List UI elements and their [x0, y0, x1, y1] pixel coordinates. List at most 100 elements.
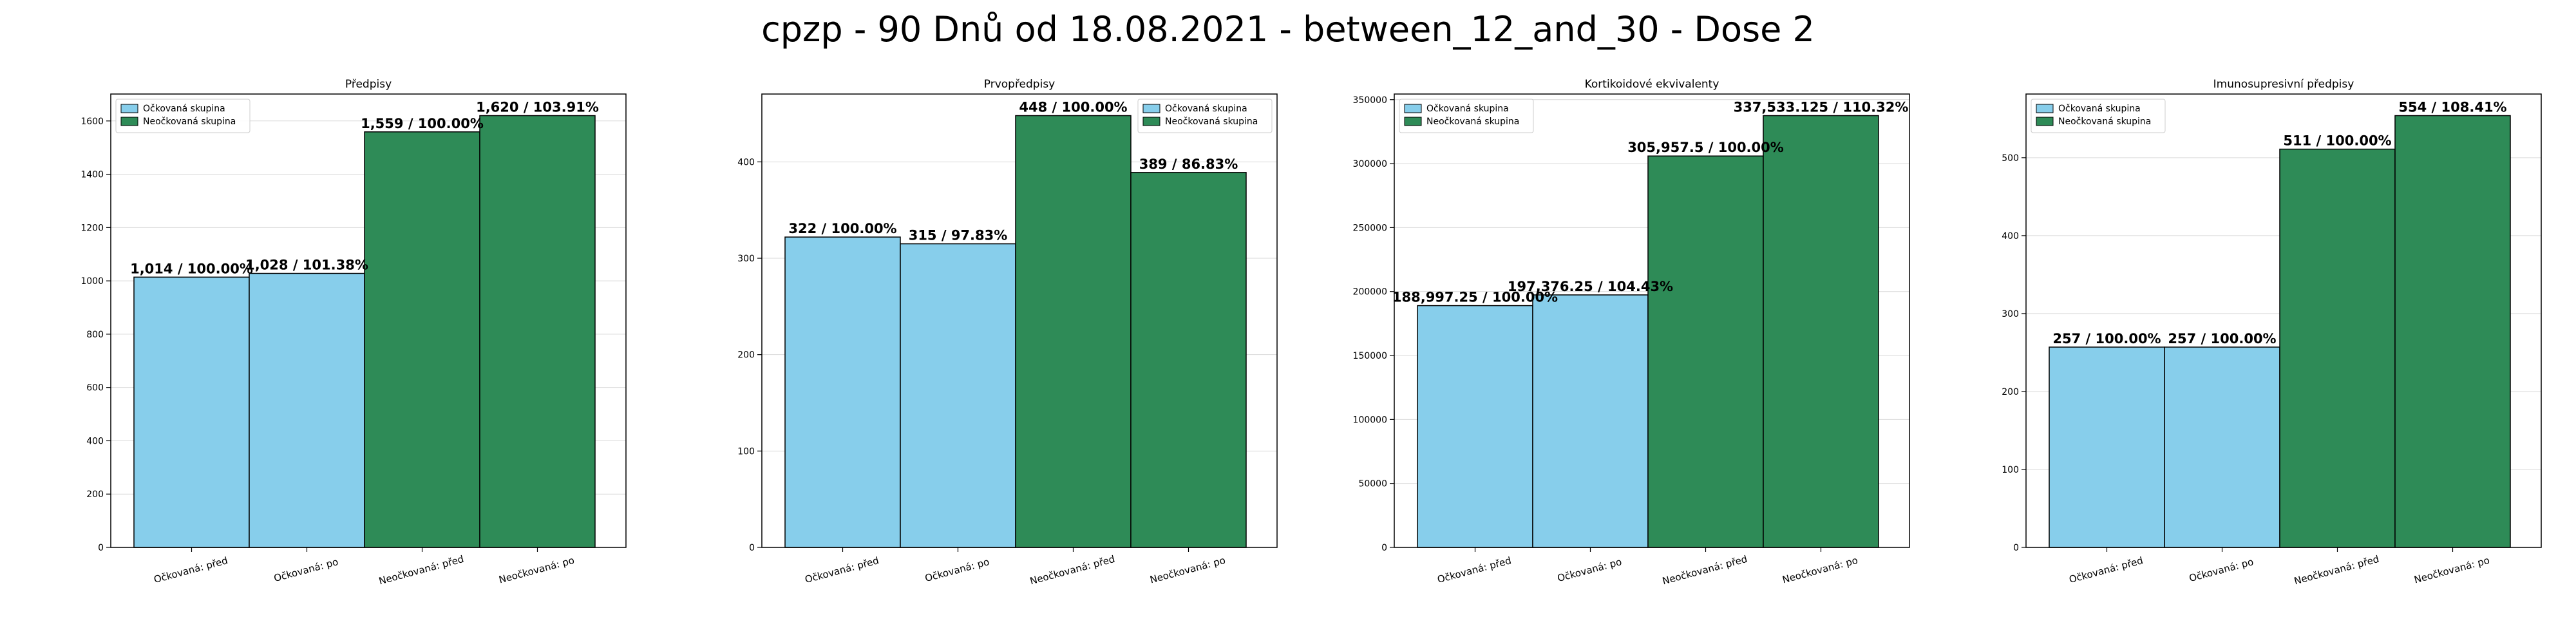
y-tick-label: 100 — [2002, 465, 2019, 475]
y-tick-label: 1600 — [80, 117, 104, 127]
axes-frame — [110, 93, 627, 548]
x-tick-label: Očkovaná: před — [153, 554, 229, 585]
x-tick-label: Očkovaná: před — [804, 554, 880, 585]
bar-value-label: 305,957.5 / 100.00% — [1627, 140, 1784, 155]
bar-value-label: 315 / 97.83% — [909, 228, 1008, 243]
y-tick-label: 200 — [2002, 387, 2019, 397]
legend-swatch — [1142, 117, 1160, 126]
legend-swatch — [2036, 117, 2054, 126]
bar-value-label: 448 / 100.00% — [1019, 100, 1127, 115]
chart-panel-1: 322 / 100.00% 315 / 97.83% 448 / 100.00% 38… — [737, 78, 1278, 587]
x-tick-label: Neočkovaná: před — [2293, 553, 2380, 587]
bar-value-label: 1,620 / 103.91% — [476, 100, 599, 115]
legend-box — [1399, 99, 1534, 133]
y-tick-label: 1400 — [80, 170, 104, 180]
chart-title: Prvopředpisy — [984, 78, 1056, 91]
bar — [2394, 115, 2511, 548]
y-tick-label: 800 — [86, 330, 104, 340]
bar-value-label: 1,014 / 100.00% — [130, 261, 253, 276]
legend-entry: Očkovaná skupina — [2058, 104, 2141, 114]
bar-value-label: 188,997.25 / 100.00% — [1392, 290, 1558, 305]
y-tick-label: 400 — [86, 436, 104, 446]
bar-value-label: 322 / 100.00% — [788, 221, 896, 236]
legend-swatch — [1142, 104, 1160, 113]
legend-swatch — [1404, 117, 1422, 126]
legend-swatch — [120, 117, 138, 126]
x-tick-label: Neočkovaná: po — [498, 554, 576, 586]
y-tick-label: 300000 — [1353, 159, 1387, 169]
bar-value-label: 337,533.125 / 110.32% — [1734, 100, 1909, 115]
legend: Očkovaná skupina Neočkovaná skupina — [115, 99, 251, 133]
figure-title: cpzp - 90 Dnů od 18.08.2021 - between_12… — [761, 9, 1815, 50]
x-tick-label: Očkovaná: před — [2068, 554, 2145, 585]
y-tick-label: 100000 — [1353, 415, 1387, 425]
chart-title: Předpisy — [345, 78, 392, 91]
y-tick-label: 1000 — [80, 276, 104, 287]
bar-value-label: 554 / 108.41% — [2398, 100, 2506, 115]
y-tick-label: 200 — [86, 489, 104, 500]
y-tick-label: 100 — [737, 446, 755, 457]
y-tick-label: 0 — [98, 543, 104, 553]
chart-panel-3: 257 / 100.00% 257 / 100.00% 511 / 100.00% 5… — [2002, 78, 2542, 587]
legend-box — [115, 99, 251, 133]
bar-value-label: 511 / 100.00% — [2283, 133, 2391, 149]
axes-frame — [761, 93, 1278, 548]
legend-swatch — [120, 104, 138, 113]
legend-entry: Očkovaná skupina — [1426, 104, 1509, 114]
bar — [1015, 115, 1132, 548]
bar — [479, 115, 596, 548]
bar-value-label: 197,376.25 / 104.43% — [1508, 279, 1673, 294]
x-tick-label: Očkovaná: po — [2188, 556, 2255, 584]
legend-swatch — [1404, 104, 1422, 113]
bar — [1647, 155, 1764, 548]
legend-entry: Neočkovaná skupina — [143, 117, 236, 127]
x-tick-label: Očkovaná: před — [1436, 554, 1513, 585]
bar — [1532, 294, 1649, 548]
bar — [784, 236, 901, 548]
bar-value-label: 389 / 86.83% — [1139, 156, 1238, 172]
x-tick-label: Očkovaná: po — [272, 556, 339, 584]
bar-value-label: 257 / 100.00% — [2052, 331, 2161, 346]
bar — [2279, 148, 2396, 548]
chart-panel-2: 188,997.25 / 100.00%197,376.25 / 104.43%… — [1353, 78, 1910, 587]
bar — [900, 243, 1016, 548]
bar — [1130, 172, 1247, 548]
y-tick-label: 350000 — [1353, 95, 1387, 106]
chart-title: Kortikoidové ekvivalenty — [1585, 78, 1719, 91]
bar-value-label: 1,559 / 100.00% — [361, 116, 484, 131]
y-tick-label: 200000 — [1353, 287, 1387, 298]
chart-panel-0: 1,014 / 100.00%1,028 / 101.38% 1,559 / 10… — [80, 78, 627, 587]
y-tick-label: 300 — [737, 254, 755, 264]
legend-entry: Očkovaná skupina — [1165, 104, 1247, 114]
bar — [1417, 305, 1533, 548]
x-tick-label: Neočkovaná: před — [377, 553, 465, 587]
y-tick-label: 0 — [1381, 543, 1387, 553]
y-tick-label: 400 — [2002, 231, 2019, 242]
y-tick-label: 0 — [749, 543, 755, 553]
bar — [133, 276, 250, 548]
legend-box — [2031, 99, 2166, 133]
y-tick-label: 300 — [2002, 309, 2019, 319]
y-tick-label: 1200 — [80, 223, 104, 233]
y-tick-label: 50000 — [1358, 479, 1387, 489]
legend-entry: Očkovaná skupina — [143, 104, 225, 114]
legend: Očkovaná skupina Neočkovaná skupina — [2031, 99, 2166, 133]
legend: Očkovaná skupina Neočkovaná skupina — [1399, 99, 1534, 133]
x-tick-label: Neočkovaná: před — [1661, 553, 1748, 587]
bar — [1763, 115, 1879, 548]
legend-box — [1137, 99, 1273, 133]
bar-value-label: 1,028 / 101.38% — [245, 258, 368, 273]
legend-entry: Neočkovaná skupina — [1165, 117, 1258, 127]
y-tick-label: 400 — [737, 157, 755, 167]
x-tick-label: Neočkovaná: po — [1149, 554, 1227, 586]
legend-swatch — [2036, 104, 2054, 113]
legend: Očkovaná skupina Neočkovaná skupina — [1137, 99, 1273, 133]
y-tick-label: 250000 — [1353, 223, 1387, 233]
axes-frame — [1394, 93, 1910, 548]
bar — [2049, 346, 2165, 548]
x-tick-label: Neočkovaná: po — [2413, 554, 2491, 586]
x-tick-label: Neočkovaná: po — [1781, 554, 1859, 586]
legend-entry: Neočkovaná skupina — [1426, 117, 1519, 127]
x-tick-label: Očkovaná: po — [1556, 556, 1623, 584]
y-tick-label: 0 — [2013, 543, 2019, 553]
